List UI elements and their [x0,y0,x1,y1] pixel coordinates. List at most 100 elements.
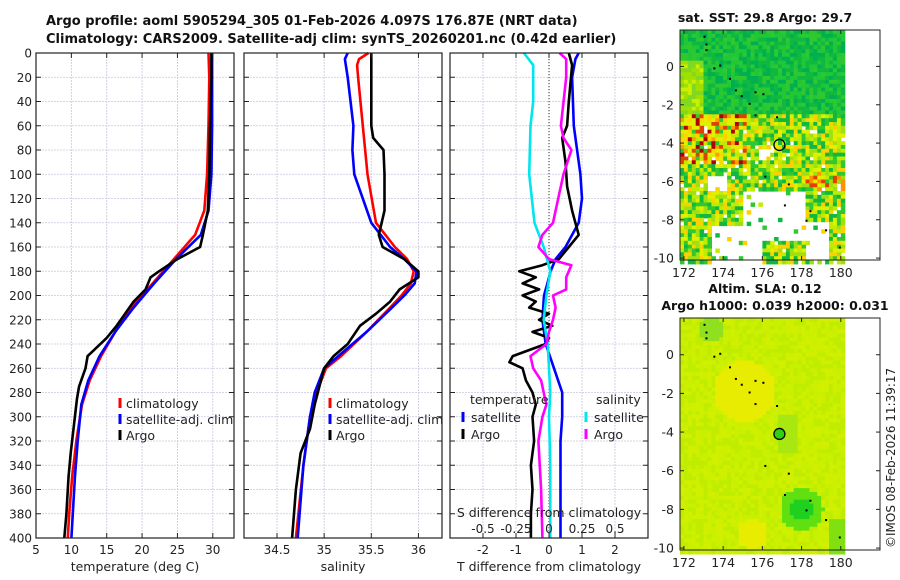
map-cell [825,160,830,165]
map-cell [785,106,791,112]
map-cell [793,426,799,431]
map-cell [738,99,744,104]
y-tick-label: 340 [9,459,32,473]
map-cell [699,441,705,447]
map-cell [723,110,728,115]
map-cell [805,426,810,431]
map-cell [723,152,728,158]
map-cell [699,488,705,493]
map-cell [836,30,842,35]
map-cell [793,114,799,119]
map-cell [719,410,724,416]
map-cell [742,106,748,112]
map-cell [731,449,736,454]
map-cell [695,114,701,119]
map-cell [821,457,826,462]
map-cell [754,60,759,66]
map-cell [801,468,807,474]
map-cell [746,418,752,423]
map-cell [801,137,807,142]
x-tick-label: 15 [99,543,114,557]
map-cell [821,476,826,481]
map-cell [687,237,693,242]
map-cell [746,472,752,478]
map-cell [774,41,779,46]
map-cell [750,511,756,516]
map-cell [742,56,748,62]
map-cell [707,476,712,481]
map-cell [805,202,810,207]
x-tick-label: 35 [317,543,332,557]
map-cell [770,79,775,85]
map-cell [695,495,701,501]
map-cell [766,434,771,439]
map-cell [727,114,732,119]
map-cell [727,445,732,451]
map-cell [691,495,697,501]
map-cell [766,522,771,528]
map-cell [832,341,838,346]
map-cell [797,348,803,354]
map-cell [750,430,756,435]
map-cell [731,321,736,327]
map-cell [723,445,728,451]
map-cell [703,133,708,138]
map-cell [832,522,838,528]
map-cell [778,106,783,112]
map-cell [758,345,763,350]
map-cell [754,95,759,100]
map-cell [703,403,708,408]
map-cell [817,499,822,505]
map-cell [734,480,740,485]
map-cell [825,137,830,142]
map-cell [707,519,712,524]
map-cell [687,488,693,493]
map-cell [695,441,701,447]
map-cell [683,49,689,54]
map-cell [758,72,763,77]
map-cell [734,503,740,509]
map-cell [734,191,740,196]
map-cell [821,530,826,536]
map-cell [738,341,744,346]
map-cell [774,519,779,524]
map-cell [719,468,724,474]
map-cell [770,175,775,181]
map-cell [699,321,705,327]
map-cell [703,472,708,478]
map-cell [742,64,748,69]
map-cell [762,248,767,253]
map-cell [703,37,708,43]
map-cell [723,538,728,543]
map-cell [778,391,783,396]
map-cell [754,45,759,50]
map-cell [840,461,846,466]
map-cell [731,33,736,39]
map-cell [750,542,756,547]
map-cell [825,453,830,458]
map-cell [774,76,779,81]
map-cell [766,492,771,497]
map-cell [766,515,771,520]
map-cell [785,148,791,154]
map-cell [711,457,716,462]
map-cell [691,87,697,92]
map-cell [742,441,748,447]
map-cell [687,221,693,227]
map-cell [680,83,685,89]
map-cell [832,414,838,420]
map-cell [727,202,732,207]
map-cell [738,507,744,512]
map-cell [758,457,763,462]
map-cell [731,110,736,115]
map-cell [766,495,771,501]
map-cell [723,221,728,227]
map-cell [691,403,697,408]
map-cell [727,122,732,127]
map-cell [687,175,693,181]
map-cell [742,164,748,169]
map-cell [750,530,756,536]
map-cell [805,56,810,62]
map-cell [754,538,759,543]
map-cell [836,68,842,73]
